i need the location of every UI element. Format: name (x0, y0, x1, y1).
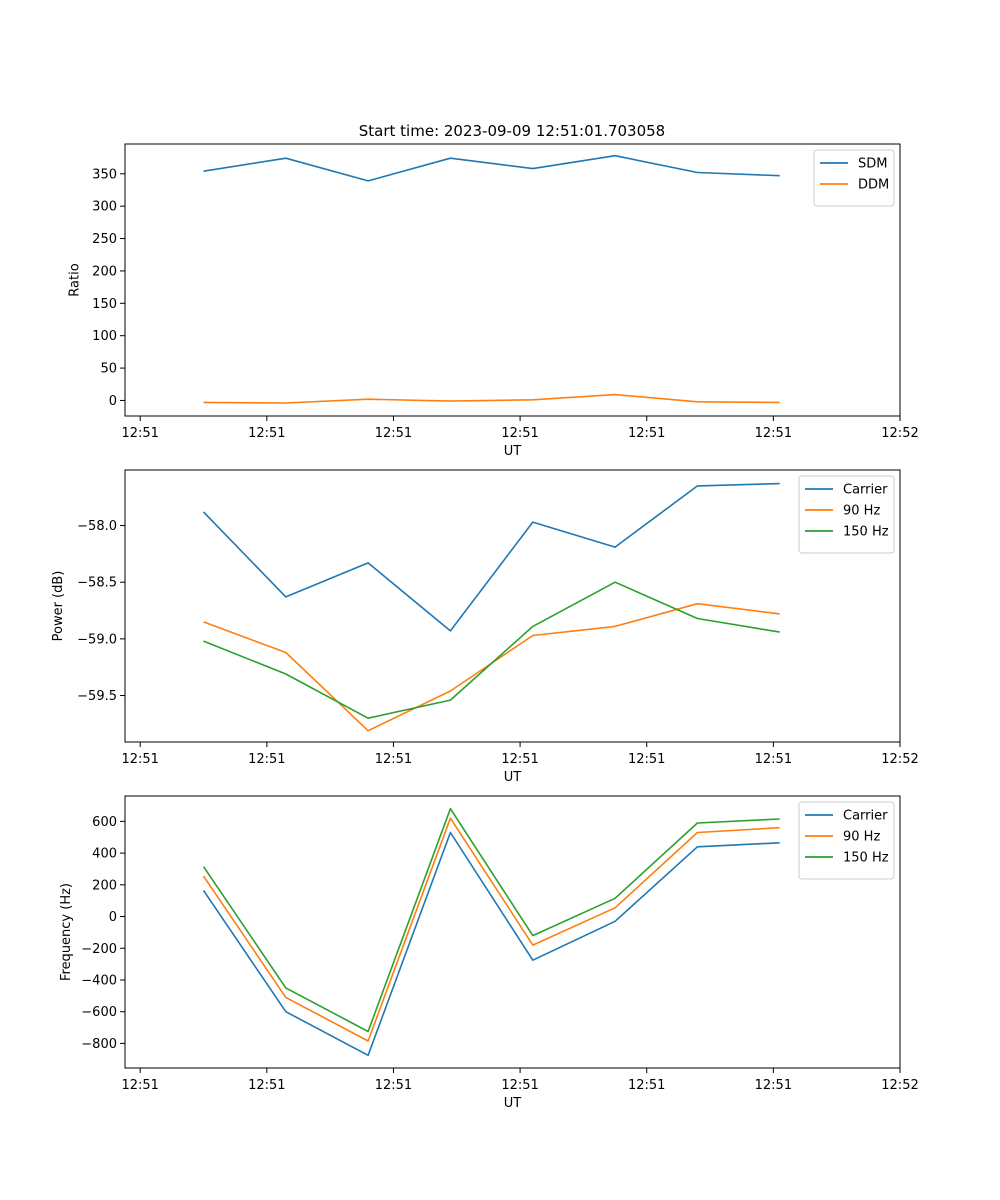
series-line-90-hz (202, 817, 780, 1042)
legend-label: 90 Hz (843, 830, 880, 845)
x-tick-label: 12:52 (881, 426, 918, 441)
x-tick-label: 12:51 (121, 1078, 158, 1093)
legend: Carrier 90 Hz 150 Hz (798, 475, 895, 554)
series-line-carrier (202, 831, 780, 1057)
legend-box (798, 475, 895, 554)
x-tick-label: 12:51 (501, 1078, 538, 1093)
series-line-carrier (202, 482, 780, 632)
y-tick-label: −59.0 (77, 632, 117, 647)
x-tick-label: 12:51 (628, 752, 665, 767)
y-tick-label: −59.5 (77, 689, 117, 704)
figure-title: Start time: 2023-09-09 12:51:01.703058 (359, 122, 665, 140)
series-line-ddm (203, 393, 780, 404)
y-tick-label: 0 (109, 910, 117, 925)
x-tick-label: 12:51 (755, 752, 792, 767)
y-tick-label: 250 (92, 232, 117, 247)
y-axis-label: Frequency (Hz) (59, 883, 74, 981)
y-tick-label: 350 (92, 167, 117, 182)
legend-box (798, 801, 895, 880)
plot-area (125, 470, 900, 742)
plot-area (125, 144, 900, 416)
y-tick-label: −400 (81, 973, 117, 988)
x-tick-label: 12:51 (755, 1078, 792, 1093)
x-tick-label: 12:51 (121, 752, 158, 767)
x-axis-label: UT (504, 444, 522, 459)
y-tick-label: 300 (92, 200, 117, 215)
x-tick-label: 12:51 (248, 1078, 285, 1093)
x-tick-label: 12:51 (248, 752, 285, 767)
chart-panel-2: 12:51 12:51 12:51 12:51 12:51 12:51 12:52 −59.5… (51, 469, 919, 785)
series-line-150-hz (203, 581, 780, 720)
x-tick-label: 12:52 (881, 1078, 918, 1093)
y-tick-label: 400 (92, 847, 117, 862)
legend: Carrier 90 Hz 150 Hz (798, 801, 895, 880)
chart-panel-1: 12:51 12:51 12:51 12:51 12:51 12:51 12:52 0 50 10… (67, 143, 919, 459)
x-tick-label: 12:52 (881, 752, 918, 767)
y-tick-label: 200 (92, 878, 117, 893)
y-tick-label: 150 (92, 297, 117, 312)
x-tick-label: 12:51 (375, 752, 412, 767)
y-tick-label: 600 (92, 815, 117, 830)
chart-panel-3: 12:51 12:51 12:51 12:51 12:51 12:51 12:52 −800 −… (59, 795, 919, 1111)
legend-label: Carrier (843, 809, 888, 824)
x-tick-label: 12:51 (248, 426, 285, 441)
legend-label: SDM (858, 157, 887, 172)
legend-label: 150 Hz (843, 851, 889, 866)
y-tick-label: −58.0 (77, 519, 117, 534)
y-axis-label: Ratio (67, 263, 82, 296)
y-tick-label: 50 (100, 362, 117, 377)
x-axis-label: UT (504, 1096, 522, 1111)
legend-label: Carrier (843, 483, 888, 498)
y-tick-label: −800 (81, 1037, 117, 1052)
x-tick-label: 12:51 (755, 426, 792, 441)
series-line-150-hz (202, 807, 780, 1033)
x-tick-label: 12:51 (375, 426, 412, 441)
y-tick-label: −58.5 (77, 576, 117, 591)
legend-box (813, 149, 895, 207)
plot-area (125, 796, 900, 1068)
x-tick-label: 12:51 (628, 426, 665, 441)
legend: SDM DDM (813, 149, 895, 207)
y-tick-label: 0 (109, 394, 117, 409)
y-tick-label: 200 (92, 264, 117, 279)
series-line-sdm (203, 154, 780, 182)
charts: 12:51 12:51 12:51 12:51 12:51 12:51 12:52 0 50 10… (51, 143, 919, 1111)
legend-label: 150 Hz (843, 525, 889, 540)
legend-label: 90 Hz (843, 504, 880, 519)
axes-frame (124, 143, 901, 417)
x-tick-label: 12:51 (628, 1078, 665, 1093)
y-axis-label: Power (dB) (51, 571, 66, 642)
y-tick-label: −600 (81, 1005, 117, 1020)
legend-label: DDM (858, 178, 889, 193)
axes-frame (124, 469, 901, 743)
y-tick-label: −200 (81, 942, 117, 957)
y-tick-label: 100 (92, 329, 117, 344)
x-tick-label: 12:51 (501, 752, 538, 767)
x-axis-label: UT (504, 770, 522, 785)
x-tick-label: 12:51 (375, 1078, 412, 1093)
x-tick-label: 12:51 (121, 426, 158, 441)
x-tick-label: 12:51 (501, 426, 538, 441)
axes-frame (124, 795, 901, 1069)
